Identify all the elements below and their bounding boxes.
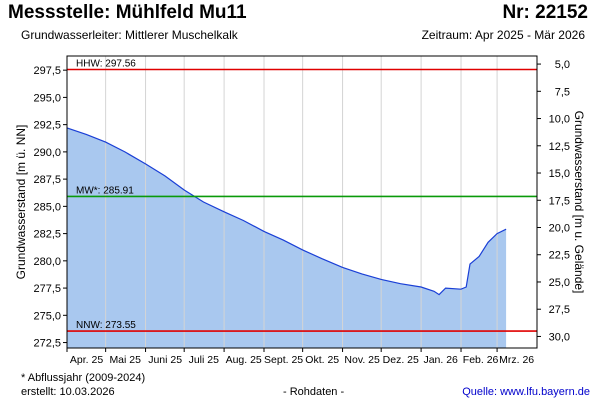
aquifer-label: Grundwasserleiter: Mittlerer Muschelkalk xyxy=(21,28,238,42)
y-right-tick-label: 7,5 xyxy=(555,86,570,98)
y-right-tick-label: 30,0 xyxy=(549,331,570,343)
x-tick-label: Jan. 26 xyxy=(423,354,458,366)
y-tick-label: 282,5 xyxy=(33,229,61,241)
x-tick-label: Mai 25 xyxy=(109,354,141,366)
x-tick-label: Mrz. 26 xyxy=(499,354,534,366)
y-tick-label: 272,5 xyxy=(33,338,61,350)
y-right-tick-label: 12,5 xyxy=(549,141,570,153)
y-axis-title: Grundwasserstand [m ü. NN] xyxy=(14,125,28,280)
station-number: Nr: 22152 xyxy=(502,2,588,23)
y-right-tick-label: 15,0 xyxy=(549,168,570,180)
x-tick-label: Apr. 25 xyxy=(70,354,103,366)
mw-label: MW*: 285.91 xyxy=(76,185,134,196)
nnw-label: NNW: 273.55 xyxy=(76,320,136,331)
x-tick-label: Juli 25 xyxy=(189,354,220,366)
y-right-tick-label: 10,0 xyxy=(549,114,570,126)
period-label: Zeitraum: Apr 2025 - Mär 2026 xyxy=(421,28,585,42)
y-tick-label: 297,5 xyxy=(33,65,61,77)
plot-frame xyxy=(66,55,538,349)
y-tick-label: 275,0 xyxy=(33,310,61,322)
y-right-axis-title: Grundwasserstand [m u. Gelände] xyxy=(572,111,586,294)
y-right-tick-label: 20,0 xyxy=(549,222,570,234)
y-right-tick-label: 5,0 xyxy=(555,59,570,71)
y-right-tick-label: 22,5 xyxy=(549,250,570,262)
created-date: erstellt: 10.03.2026 xyxy=(21,386,115,398)
y-tick-label: 280,0 xyxy=(33,256,61,268)
y-tick-label: 285,0 xyxy=(33,201,61,213)
y-right-tick-label: 17,5 xyxy=(549,195,570,207)
y-right-tick-label: 25,0 xyxy=(549,277,570,289)
raw-data-label: - Rohdaten - xyxy=(283,386,345,398)
station-title: Messstelle: Mühlfeld Mu11 xyxy=(8,2,247,23)
hhw-label: HHW: 297.56 xyxy=(76,59,136,70)
y-tick-label: 290,0 xyxy=(33,147,61,159)
y-tick-label: 287,5 xyxy=(33,174,61,186)
x-tick-label: Dez. 25 xyxy=(383,354,419,366)
source-link[interactable]: Quelle: www.lfu.bayern.de xyxy=(462,386,590,398)
x-tick-label: Okt. 25 xyxy=(305,354,339,366)
data-area xyxy=(67,127,507,349)
x-tick-label: Sept. 25 xyxy=(264,354,303,366)
x-tick-label: Juni 25 xyxy=(148,354,182,366)
y-right-tick-label: 27,5 xyxy=(549,304,570,316)
y-tick-label: 292,5 xyxy=(33,120,61,132)
x-tick-label: Feb. 26 xyxy=(463,354,499,366)
y-tick-label: 277,5 xyxy=(33,283,61,295)
y-tick-label: 295,0 xyxy=(33,92,61,104)
x-tick-label: Nov. 25 xyxy=(344,354,380,366)
footnote: * Abflussjahr (2009-2024) xyxy=(21,372,146,384)
x-tick-label: Aug. 25 xyxy=(226,354,262,366)
data-line xyxy=(66,127,507,296)
